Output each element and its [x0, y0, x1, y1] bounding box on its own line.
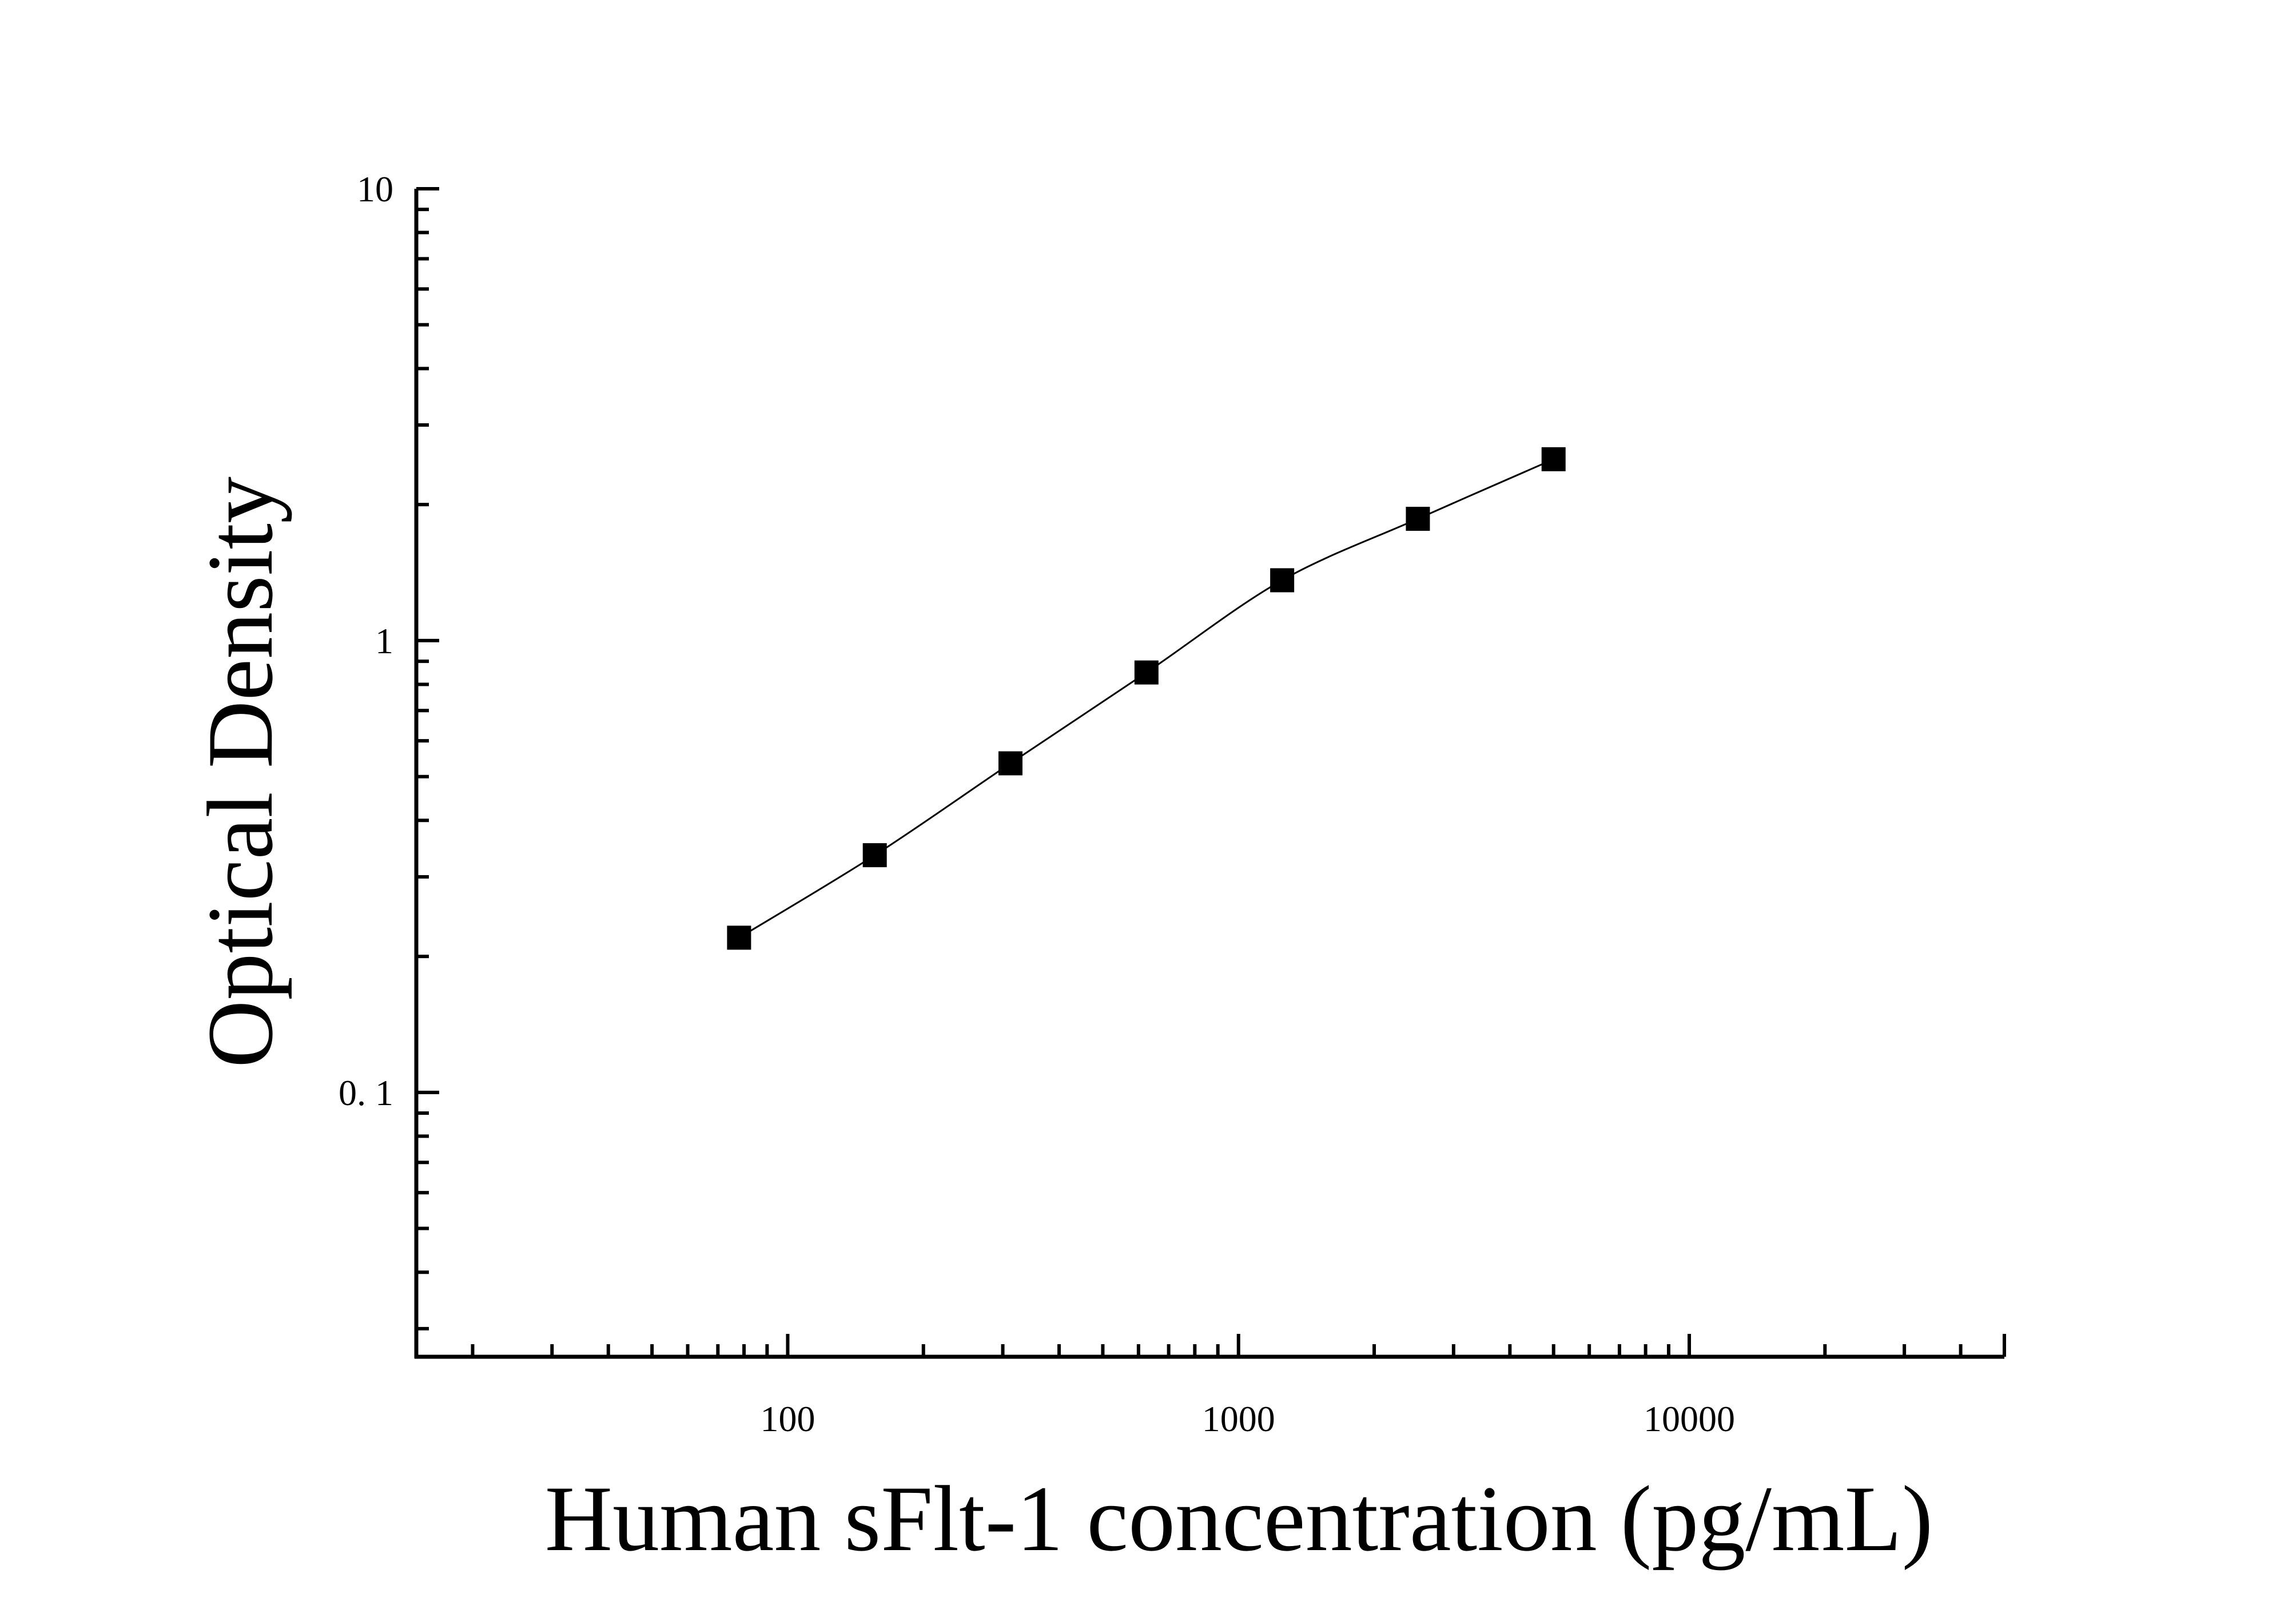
tick-labels: 100 1000 10000 0. 1 1 10 — [339, 169, 1735, 1439]
x-tick-label: 10000 — [1644, 1399, 1735, 1439]
x-tick-label: 1000 — [1202, 1399, 1275, 1439]
x-axis-title: Human sFlt-1 concentration (pg/mL) — [545, 1467, 1933, 1571]
y-tick-label: 0. 1 — [339, 1072, 393, 1113]
axes — [414, 189, 2004, 1359]
ticks — [416, 187, 2006, 1357]
data-point — [1134, 660, 1159, 685]
data-point — [1270, 568, 1295, 593]
x-tick-label: 100 — [760, 1399, 815, 1439]
data-point — [862, 843, 887, 868]
data-point — [727, 925, 751, 950]
data-point — [1406, 507, 1430, 531]
data-points — [727, 447, 1566, 950]
data-point — [1541, 447, 1566, 471]
y-tick-label: 10 — [357, 169, 393, 209]
y-axis-title: Optical Density — [189, 476, 292, 1068]
data-point — [998, 751, 1022, 776]
y-tick-label: 1 — [375, 621, 393, 661]
fit-curve — [738, 458, 1554, 939]
